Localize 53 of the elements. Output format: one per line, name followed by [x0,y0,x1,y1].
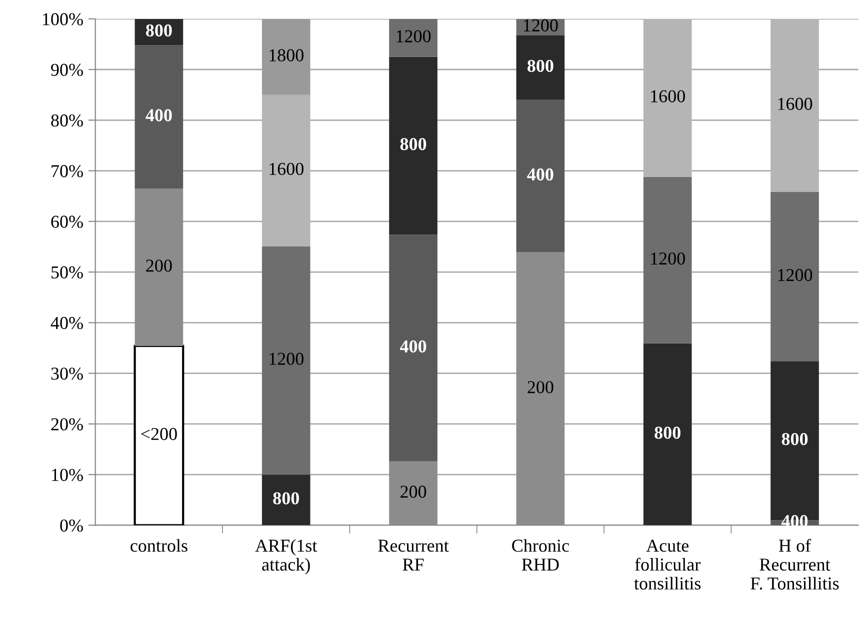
x-tick-label: Chronic RHD [512,539,569,571]
y-tick-label: 60% [51,216,83,228]
bar [389,18,438,57]
x-tick-label: Acute follicular tonsillitis [634,540,701,590]
bar [262,474,310,526]
text: 1600 [651,90,685,102]
y-tick-label: 40% [50,316,83,330]
y-tick-label: 70% [52,165,83,178]
text: 800 [654,426,680,439]
series-label: 200 [146,260,172,272]
text: 400 [400,340,426,353]
text: 400 [527,168,554,181]
bar [643,343,692,526]
text: 800 [527,60,554,72]
y-tick-label: 10% [52,468,83,482]
text: 800 [400,138,426,150]
x-tick-label: H of Recurrent F. Tonsillitis [750,538,839,590]
bar [134,45,184,188]
text: 800 [273,492,299,504]
y-tick-label: 20% [51,418,83,430]
bar [389,56,438,235]
text: 1200 [778,268,812,282]
text: 1600 [778,98,812,110]
bar [643,176,692,344]
series-label: 1200 [524,19,558,32]
y-tick-label: 30% [51,368,83,380]
x-tick-label: ARF(1st attack) [255,539,318,574]
x-tick-label: Recurrent RF [378,540,449,571]
bar [516,100,565,252]
y-tick-label: 80% [51,114,83,127]
x-tick-label: controls [130,539,188,552]
text: 200 [400,486,426,498]
y-tick-label: 90% [51,64,83,76]
y-tick-label: 50% [52,266,83,279]
y-tick-label: 100% [43,13,83,26]
bar [262,246,310,475]
bar [262,18,310,95]
text: 200 [528,381,554,394]
text: 1200 [396,30,431,42]
series-label: 1600 [270,162,304,176]
bar [134,188,184,346]
series-label: 800 [146,24,172,37]
text: 400 [146,109,172,122]
series-label: <200 [141,428,177,440]
text: 1200 [651,252,685,265]
bar [134,344,184,526]
text: 800 [782,432,808,446]
y-tick-label: 0% [60,519,83,532]
bar [389,234,438,462]
series-label: 1800 [270,49,304,62]
text: 1200 [270,352,304,365]
bar [516,35,565,100]
bar [770,192,819,362]
